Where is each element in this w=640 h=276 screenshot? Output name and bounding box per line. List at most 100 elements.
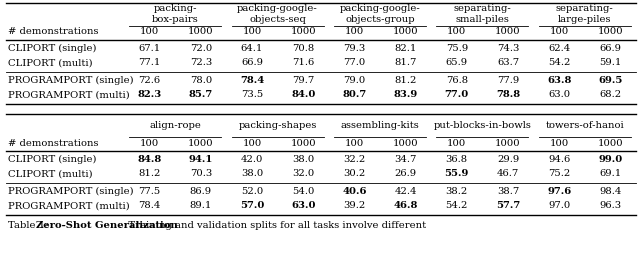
Text: 72.6: 72.6 xyxy=(138,76,161,85)
Text: 79.7: 79.7 xyxy=(292,76,314,85)
Text: 100: 100 xyxy=(243,28,262,36)
Text: 100: 100 xyxy=(447,28,467,36)
Text: 75.2: 75.2 xyxy=(548,169,570,178)
Text: 32.0: 32.0 xyxy=(292,169,314,178)
Text: 38.0: 38.0 xyxy=(241,169,263,178)
Text: 85.7: 85.7 xyxy=(189,90,213,99)
Text: 54.0: 54.0 xyxy=(292,187,314,196)
Text: 38.2: 38.2 xyxy=(445,187,468,196)
Text: PROGRAMPORT (multi): PROGRAMPORT (multi) xyxy=(8,90,130,99)
Text: 54.2: 54.2 xyxy=(445,201,468,210)
Text: 29.9: 29.9 xyxy=(497,155,519,164)
Text: 77.9: 77.9 xyxy=(497,76,519,85)
Text: 94.6: 94.6 xyxy=(548,155,570,164)
Text: 82.3: 82.3 xyxy=(138,90,162,99)
Text: packing-shapes: packing-shapes xyxy=(239,121,317,129)
Text: 75.9: 75.9 xyxy=(445,44,468,53)
Text: 100: 100 xyxy=(243,139,262,147)
Text: 30.2: 30.2 xyxy=(343,169,365,178)
Text: 81.2: 81.2 xyxy=(138,169,161,178)
Text: 79.0: 79.0 xyxy=(343,76,365,85)
Text: 57.7: 57.7 xyxy=(496,201,520,210)
Text: packing-google-
objects-group: packing-google- objects-group xyxy=(340,4,420,24)
Text: 86.9: 86.9 xyxy=(189,187,212,196)
Text: 77.5: 77.5 xyxy=(138,187,161,196)
Text: align-rope: align-rope xyxy=(149,121,201,129)
Text: 1000: 1000 xyxy=(393,28,419,36)
Text: 62.4: 62.4 xyxy=(548,44,570,53)
Text: 70.3: 70.3 xyxy=(189,169,212,178)
Text: 98.4: 98.4 xyxy=(599,187,621,196)
Text: 36.8: 36.8 xyxy=(445,155,468,164)
Text: 55.9: 55.9 xyxy=(445,169,469,178)
Text: 71.6: 71.6 xyxy=(292,58,314,67)
Text: 52.0: 52.0 xyxy=(241,187,263,196)
Text: 99.0: 99.0 xyxy=(598,155,623,164)
Text: 78.4: 78.4 xyxy=(138,201,161,210)
Text: 32.2: 32.2 xyxy=(343,155,365,164)
Text: 1000: 1000 xyxy=(598,139,623,147)
Text: 1000: 1000 xyxy=(188,139,214,147)
Text: CLIPORT (single): CLIPORT (single) xyxy=(8,44,97,53)
Text: 96.3: 96.3 xyxy=(599,201,621,210)
Text: 76.8: 76.8 xyxy=(445,76,468,85)
Text: 65.9: 65.9 xyxy=(445,58,468,67)
Text: separating-
small-piles: separating- small-piles xyxy=(454,4,511,24)
Text: PROGRAMPORT (multi): PROGRAMPORT (multi) xyxy=(8,201,130,210)
Text: .  Training and validation splits for all tasks involve different: . Training and validation splits for all… xyxy=(119,221,426,230)
Text: 73.5: 73.5 xyxy=(241,90,263,99)
Text: 63.0: 63.0 xyxy=(548,90,570,99)
Text: 100: 100 xyxy=(345,139,364,147)
Text: 69.1: 69.1 xyxy=(599,169,621,178)
Text: 78.8: 78.8 xyxy=(496,90,520,99)
Text: 68.2: 68.2 xyxy=(599,90,621,99)
Text: PROGRAMPORT (single): PROGRAMPORT (single) xyxy=(8,187,134,196)
Text: 79.3: 79.3 xyxy=(343,44,365,53)
Text: 1000: 1000 xyxy=(393,139,419,147)
Text: 67.1: 67.1 xyxy=(138,44,161,53)
Text: 84.8: 84.8 xyxy=(138,155,162,164)
Text: 94.1: 94.1 xyxy=(189,155,213,164)
Text: CLIPORT (multi): CLIPORT (multi) xyxy=(8,58,93,67)
Text: 42.4: 42.4 xyxy=(394,187,417,196)
Text: 100: 100 xyxy=(140,28,159,36)
Text: 63.7: 63.7 xyxy=(497,58,519,67)
Text: 100: 100 xyxy=(550,28,569,36)
Text: 78.0: 78.0 xyxy=(189,76,212,85)
Text: 66.9: 66.9 xyxy=(241,58,263,67)
Text: 1000: 1000 xyxy=(495,139,521,147)
Text: 100: 100 xyxy=(140,139,159,147)
Text: 1000: 1000 xyxy=(188,28,214,36)
Text: 97.0: 97.0 xyxy=(548,201,570,210)
Text: put-blocks-in-bowls: put-blocks-in-bowls xyxy=(433,121,531,129)
Text: 38.7: 38.7 xyxy=(497,187,519,196)
Text: 82.1: 82.1 xyxy=(394,44,417,53)
Text: 83.9: 83.9 xyxy=(394,90,418,99)
Text: # demonstrations: # demonstrations xyxy=(8,139,99,147)
Text: 100: 100 xyxy=(550,139,569,147)
Text: CLIPORT (multi): CLIPORT (multi) xyxy=(8,169,93,178)
Text: 77.1: 77.1 xyxy=(138,58,161,67)
Text: 77.0: 77.0 xyxy=(445,90,469,99)
Text: 84.0: 84.0 xyxy=(291,90,316,99)
Text: packing-
box-pairs: packing- box-pairs xyxy=(152,4,198,24)
Text: 63.8: 63.8 xyxy=(547,76,572,85)
Text: 66.9: 66.9 xyxy=(600,44,621,53)
Text: 74.3: 74.3 xyxy=(497,44,519,53)
Text: 38.0: 38.0 xyxy=(292,155,314,164)
Text: 81.2: 81.2 xyxy=(394,76,417,85)
Text: # demonstrations: # demonstrations xyxy=(8,28,99,36)
Text: packing-google-
objects-seq: packing-google- objects-seq xyxy=(237,4,318,24)
Text: 97.6: 97.6 xyxy=(547,187,572,196)
Text: 39.2: 39.2 xyxy=(343,201,365,210)
Text: 72.0: 72.0 xyxy=(189,44,212,53)
Text: 1000: 1000 xyxy=(291,28,316,36)
Text: 89.1: 89.1 xyxy=(189,201,212,210)
Text: 100: 100 xyxy=(345,28,364,36)
Text: 46.8: 46.8 xyxy=(394,201,418,210)
Text: 64.1: 64.1 xyxy=(241,44,263,53)
Text: 100: 100 xyxy=(447,139,467,147)
Text: 69.5: 69.5 xyxy=(598,76,623,85)
Text: 26.9: 26.9 xyxy=(394,169,417,178)
Text: CLIPORT (single): CLIPORT (single) xyxy=(8,155,97,164)
